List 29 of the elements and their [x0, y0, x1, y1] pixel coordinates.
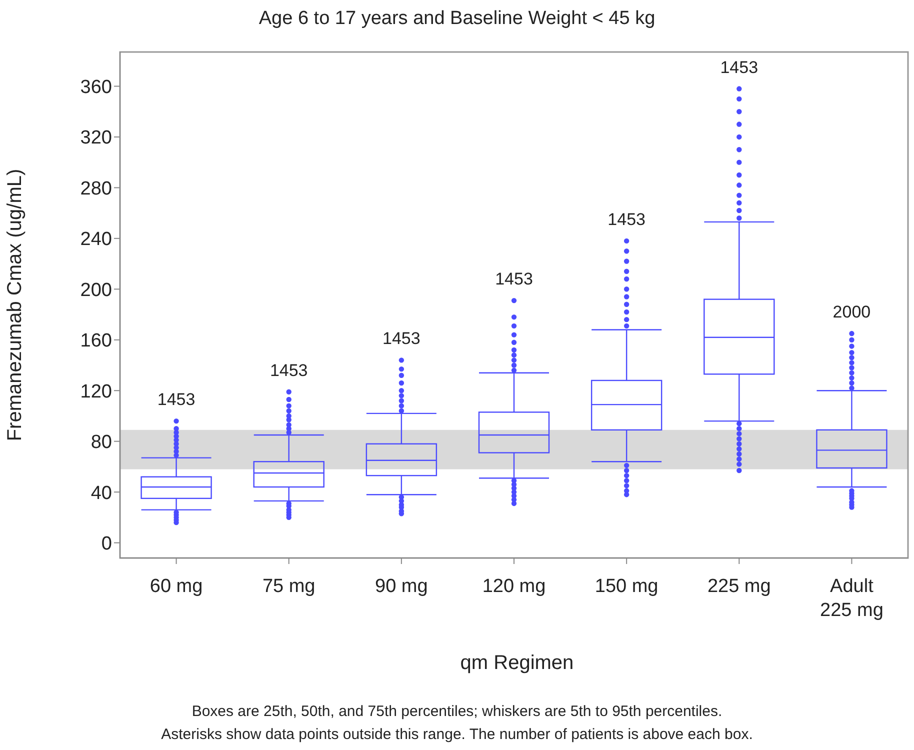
- y-tick-label: 0: [101, 534, 112, 555]
- annotation: 1453: [720, 58, 758, 77]
- annotation: 1453: [495, 270, 533, 289]
- y-axis-title: Fremanezumab Cmax (ug/mL): [4, 168, 26, 442]
- x-tick-label: 225 mg: [707, 576, 771, 597]
- chart-title: Age 6 to 17 years and Baseline Weight < 45 kg: [258, 8, 656, 30]
- y-tick-label: 280: [80, 178, 112, 200]
- annotation: 1453: [608, 210, 646, 229]
- text: Boxes are 25th, 50th, and 75th percentiles; whiskers are 5th to 95th percentiles.: [190, 702, 724, 722]
- x-axis-title: qm Regimen: [459, 652, 575, 675]
- annotation: 2000: [832, 302, 871, 322]
- x-tick-label: 90 mg: [375, 576, 428, 597]
- x-tick-label: 150 mg: [594, 576, 658, 597]
- x-tick-label: 75 mg: [262, 576, 316, 597]
- x-tick-label: Adult 225 mg: [820, 576, 884, 621]
- y-tick-label: 40: [90, 482, 112, 504]
- x-tick-label: 120 mg: [482, 576, 546, 597]
- y-tick-label: 200: [80, 280, 112, 301]
- x-tick-label: 60 mg: [150, 576, 203, 597]
- annotation: 1453: [382, 329, 420, 348]
- y-tick-label: 320: [80, 128, 112, 149]
- y-tick-label: 240: [80, 229, 112, 250]
- annotation: 1453: [157, 390, 196, 410]
- y-tick-label: 160: [80, 330, 112, 352]
- y-tick-label: 80: [90, 432, 112, 454]
- text: Asterisks show data points outside this range. The number of patients is above each box.: [160, 725, 754, 745]
- y-tick-label: 360: [80, 76, 112, 98]
- y-tick-label: 120: [80, 381, 112, 402]
- annotation: 1453: [270, 360, 308, 380]
